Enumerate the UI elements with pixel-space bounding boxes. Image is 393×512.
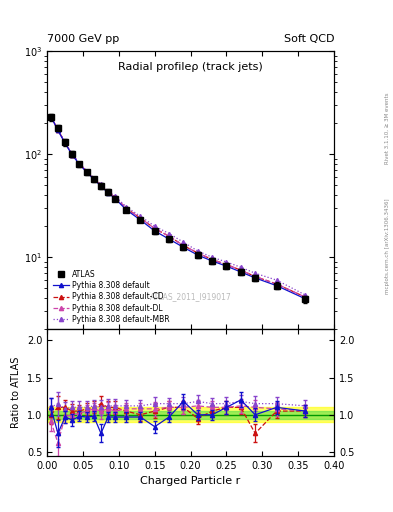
Text: 7000 GeV pp: 7000 GeV pp xyxy=(47,33,119,44)
Text: ATLAS_2011_I919017: ATLAS_2011_I919017 xyxy=(150,292,231,302)
Bar xyxy=(47,408,334,422)
Bar xyxy=(47,411,334,418)
Legend: ATLAS, Pythia 8.308 default, Pythia 8.308 default-CD, Pythia 8.308 default-DL, P: ATLAS, Pythia 8.308 default, Pythia 8.30… xyxy=(51,268,171,326)
Text: Soft QCD: Soft QCD xyxy=(284,33,334,44)
Text: Radial profileρ (track jets): Radial profileρ (track jets) xyxy=(118,62,263,72)
X-axis label: Charged Particle r: Charged Particle r xyxy=(140,476,241,486)
Text: mcplots.cern.ch [arXiv:1306.3436]: mcplots.cern.ch [arXiv:1306.3436] xyxy=(385,198,390,293)
Y-axis label: Ratio to ATLAS: Ratio to ATLAS xyxy=(11,357,21,428)
Text: Rivet 3.1.10, ≥ 3M events: Rivet 3.1.10, ≥ 3M events xyxy=(385,92,390,164)
